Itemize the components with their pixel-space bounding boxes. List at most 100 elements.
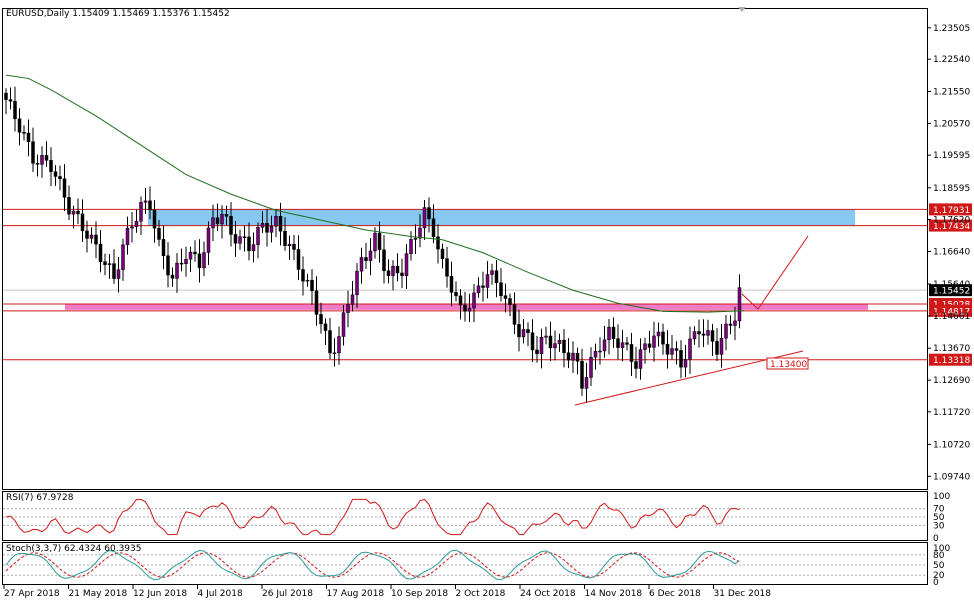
x-tick-label: 14 Nov 2018 [585,589,643,599]
candle-body [170,274,175,279]
symbol-header: EURUSD,Daily 1.15409 1.15469 1.15376 1.1… [6,9,230,19]
rsi-panel-frame [2,491,928,541]
moving-average-line [5,74,745,313]
candle-body [535,349,539,354]
candle-body [31,141,35,164]
candle-body [692,331,697,340]
candle-body [188,251,193,260]
candle-body [463,304,467,312]
candle-body [121,244,125,270]
candle-body [148,200,152,211]
candle-body [143,200,148,203]
x-tick-label: 4 Jul 2018 [198,589,243,599]
candle-body [220,213,224,225]
candle-body [8,99,13,102]
stoch-signal-line [5,552,740,578]
candle-body [485,274,490,288]
candle-body [328,330,332,354]
candle-body [517,324,521,338]
candle-body [440,248,445,259]
candle-body [179,262,184,265]
candle-body [715,341,719,355]
candle-body [418,227,422,239]
candle-body [548,335,553,349]
candle-body [134,220,139,227]
candle-body [166,255,170,276]
level-price-label: 1.14817 [933,307,970,317]
candle-body [85,230,89,239]
last-price-box [929,284,972,297]
candle-body [503,295,508,299]
candle-body [337,336,341,354]
stoch-level-label: 50 [933,561,945,571]
stoch-level-label: 20 [933,571,945,581]
candle-body [368,250,373,261]
candle-body [382,249,386,271]
candle-body [701,333,706,336]
candle-body [733,320,737,326]
stoch-level-label: 80 [933,551,945,561]
y-tick-label: 1.23505 [933,24,970,34]
candle-body [139,202,143,222]
y-tick-label: 1.11720 [933,408,970,418]
candle-body [350,294,355,305]
candle-body [53,171,58,177]
candle-body [629,344,634,362]
candle-body [233,234,238,244]
candle-body [499,282,503,297]
x-tick-label: 26 Jul 2018 [262,589,313,599]
candle-body [670,348,674,355]
level-price-label: 1.17434 [933,222,970,232]
candle-body [476,285,481,294]
candle-body [409,239,413,254]
candle-body [211,217,215,229]
candle-body [683,359,688,368]
trendline-price-box [766,357,809,370]
candle-body [76,210,80,215]
candle-body [593,351,598,358]
candle-body [310,279,314,292]
x-tick-label: 12 Jun 2018 [133,589,187,599]
candle-body [332,352,337,355]
candle-body [296,249,301,270]
candle-body [265,223,269,233]
y-tick-label: 1.17620 [933,216,970,226]
stoch-level-label: 100 [933,544,950,554]
candle-body [472,292,476,309]
candle-body [112,263,116,279]
candle-body [35,163,40,165]
candle-body [611,326,616,339]
candle-body [728,323,733,326]
candle-body [13,100,17,120]
rsi-level-label: 30 [933,521,945,531]
last-price-label: 1.15452 [933,287,970,297]
y-tick-label: 1.22540 [933,55,970,65]
collapse-triangle-icon[interactable] [738,7,746,12]
candle-body [242,236,247,238]
candle-body [224,213,229,217]
candle-body [710,330,715,342]
candle-body [319,314,323,325]
candle-body [481,285,485,288]
candle-body [562,339,566,353]
candle-body [530,332,535,351]
candle-body [58,176,62,180]
candle-body [688,338,692,360]
candle-body [377,232,382,250]
candle-body [229,216,233,235]
candle-body [386,270,391,276]
x-tick-label: 24 Oct 2018 [520,589,576,599]
candle-body [571,352,575,361]
rsi-level-label: 0 [933,534,939,544]
candle-body [40,155,44,165]
candle-body [638,349,643,369]
candle-body [346,304,350,313]
candle-body [44,155,49,161]
candle-body [260,223,265,228]
candle-body [359,257,364,272]
candle-body [589,356,593,378]
y-tick-label: 1.19595 [933,151,970,161]
candle-body [580,361,584,389]
projection-arrow [741,235,809,310]
